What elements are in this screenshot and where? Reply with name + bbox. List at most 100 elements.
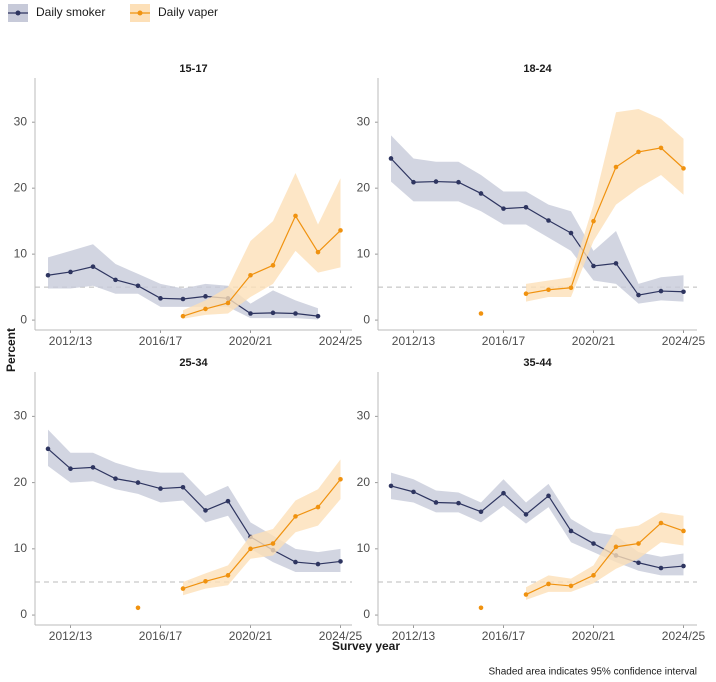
data-point	[180, 296, 186, 302]
data-point	[658, 145, 664, 151]
data-point	[591, 218, 596, 224]
data-point	[523, 512, 529, 517]
data-point	[135, 605, 141, 611]
data-point	[681, 166, 686, 171]
y-tick-label: 30	[357, 409, 371, 423]
series-line	[525, 147, 684, 295]
x-tick-label: 2020/21	[572, 334, 616, 348]
panel-title: 25-34	[179, 357, 208, 369]
data-point	[681, 563, 686, 569]
confidence-band	[526, 512, 684, 600]
x-tick-label: 2016/17	[139, 629, 183, 643]
data-point	[270, 263, 276, 268]
confidence-band	[183, 172, 341, 319]
data-point	[293, 213, 298, 219]
data-point	[225, 300, 231, 306]
data-point	[45, 446, 51, 452]
data-point	[591, 541, 596, 546]
data-point	[568, 285, 574, 291]
data-point	[315, 561, 321, 567]
data-point	[180, 313, 186, 319]
data-point	[546, 287, 551, 293]
data-point	[315, 504, 321, 510]
data-point	[248, 311, 253, 316]
x-axis-label: Survey year	[332, 639, 400, 653]
x-tick-label: 2020/21	[229, 629, 273, 643]
legend-dot	[15, 10, 21, 16]
y-tick-label: 20	[14, 180, 28, 194]
data-point	[523, 291, 529, 297]
x-tick-label: 2012/13	[49, 334, 93, 348]
data-point	[68, 466, 73, 471]
series-line	[390, 158, 684, 296]
data-point	[546, 581, 551, 587]
data-point	[456, 179, 461, 185]
x-tick-label: 2024/25	[319, 629, 363, 643]
y-tick-label: 30	[357, 114, 371, 128]
legend-label: Daily vaper	[158, 5, 218, 19]
data-point	[591, 573, 596, 578]
confidence-band	[391, 472, 684, 576]
y-tick-label: 20	[357, 180, 371, 194]
y-tick-label: 10	[14, 246, 28, 260]
data-point	[315, 249, 321, 255]
x-tick-label: 2024/25	[662, 629, 706, 643]
series-line	[525, 522, 684, 596]
x-tick-label: 2016/17	[482, 629, 526, 643]
data-point	[388, 156, 394, 161]
data-point	[433, 500, 439, 505]
data-point	[523, 592, 529, 597]
confidence-band	[391, 135, 684, 304]
panel-title: 15-17	[179, 63, 207, 75]
data-point	[203, 508, 208, 513]
data-point	[180, 484, 186, 490]
data-point	[681, 528, 686, 534]
data-point	[658, 565, 664, 571]
x-tick-label: 2016/17	[482, 334, 526, 348]
x-tick-label: 2024/25	[662, 334, 706, 348]
y-tick-label: 0	[363, 607, 370, 621]
confidence-band	[48, 244, 318, 320]
data-point	[158, 486, 163, 491]
series-line	[182, 478, 341, 590]
series-line	[47, 448, 341, 565]
y-tick-label: 10	[357, 246, 371, 260]
data-point	[90, 264, 96, 269]
data-point	[613, 544, 619, 550]
data-point	[158, 296, 163, 301]
data-point	[591, 263, 596, 269]
data-point	[568, 583, 574, 589]
data-point	[203, 306, 208, 312]
data-point	[478, 191, 484, 196]
x-tick-label: 2024/25	[319, 334, 363, 348]
legend-dot	[137, 10, 143, 16]
data-point	[270, 310, 276, 316]
x-tick-label: 2012/13	[392, 334, 436, 348]
data-point	[546, 218, 551, 223]
data-point	[433, 179, 439, 184]
x-tick-label: 2020/21	[229, 334, 273, 348]
data-point	[501, 206, 506, 211]
data-point	[203, 294, 208, 299]
data-point	[203, 578, 208, 584]
data-point	[225, 573, 231, 578]
data-point	[681, 289, 686, 295]
y-tick-label: 10	[357, 541, 371, 555]
y-tick-label: 30	[14, 114, 28, 128]
data-point	[613, 164, 619, 170]
data-point	[636, 541, 641, 546]
data-point	[135, 480, 141, 485]
data-point	[388, 483, 394, 489]
data-point	[113, 476, 118, 481]
data-point	[636, 292, 641, 298]
data-point	[90, 465, 96, 470]
data-point	[270, 541, 276, 546]
data-point	[248, 272, 253, 278]
y-axis-label: Percent	[4, 328, 18, 372]
series-line	[390, 485, 684, 569]
data-point	[478, 605, 484, 611]
data-point	[293, 559, 298, 565]
data-point	[293, 514, 298, 519]
x-tick-label: 2016/17	[139, 334, 183, 348]
